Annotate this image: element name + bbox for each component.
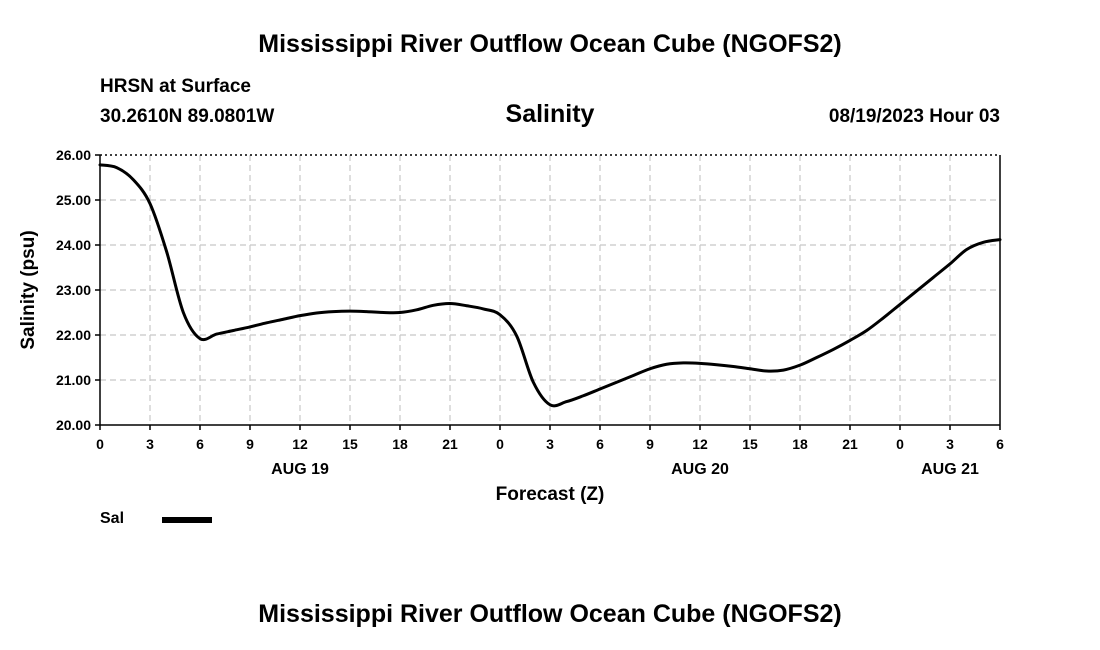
x-tick-label-9: 3 — [546, 436, 554, 452]
x-tick-label-4: 12 — [292, 436, 308, 452]
y-tick-label-0: 20.00 — [56, 417, 91, 433]
x-tick-label-6: 18 — [392, 436, 408, 452]
y-tick-label-2: 22.00 — [56, 327, 91, 343]
x-tick-label-8: 0 — [496, 436, 504, 452]
date-label-1: AUG 20 — [671, 461, 729, 478]
x-tick-label-18: 6 — [996, 436, 1004, 452]
y-tick-label-6: 26.00 — [56, 147, 91, 163]
x-tick-label-17: 3 — [946, 436, 954, 452]
date-label-0: AUG 19 — [271, 461, 329, 478]
x-tick-label-16: 0 — [896, 436, 904, 452]
y-tick-label-5: 25.00 — [56, 192, 91, 208]
x-tick-label-10: 6 — [596, 436, 604, 452]
date-label-2: AUG 21 — [921, 461, 979, 478]
x-tick-label-3: 9 — [246, 436, 254, 452]
chart-footer-title: Mississippi River Outflow Ocean Cube (NG… — [258, 600, 842, 628]
legend-swatch-sal — [162, 517, 212, 523]
x-tick-label-15: 21 — [842, 436, 858, 452]
y-axis-title: Salinity (psu) — [18, 230, 39, 349]
x-axis-title: Forecast (Z) — [496, 484, 605, 505]
forecast-datetime: 08/19/2023 Hour 03 — [828, 106, 1000, 127]
series-line-sal — [98, 163, 1002, 408]
station-coordinates: 30.2610N 89.0801W — [100, 106, 275, 127]
x-tick-label-2: 6 — [196, 436, 204, 452]
chart-subtitle: Salinity — [505, 100, 595, 128]
y-tick-label-1: 21.00 — [56, 372, 91, 388]
chart-main-title: Mississippi River Outflow Ocean Cube (NG… — [258, 30, 842, 58]
station-label: HRSN at Surface — [100, 76, 251, 97]
y-tick-label-3: 23.00 — [56, 282, 91, 298]
legend-label-sal: Sal — [100, 510, 125, 527]
x-tick-label-13: 15 — [742, 436, 758, 452]
x-tick-label-14: 18 — [792, 436, 808, 452]
x-tick-label-5: 15 — [342, 436, 358, 452]
x-tick-label-12: 12 — [692, 436, 708, 452]
x-tick-label-7: 21 — [442, 436, 458, 452]
y-tick-label-4: 24.00 — [56, 237, 91, 253]
x-tick-label-1: 3 — [146, 436, 154, 452]
x-tick-label-11: 9 — [646, 436, 654, 452]
x-tick-label-0: 0 — [96, 436, 104, 452]
